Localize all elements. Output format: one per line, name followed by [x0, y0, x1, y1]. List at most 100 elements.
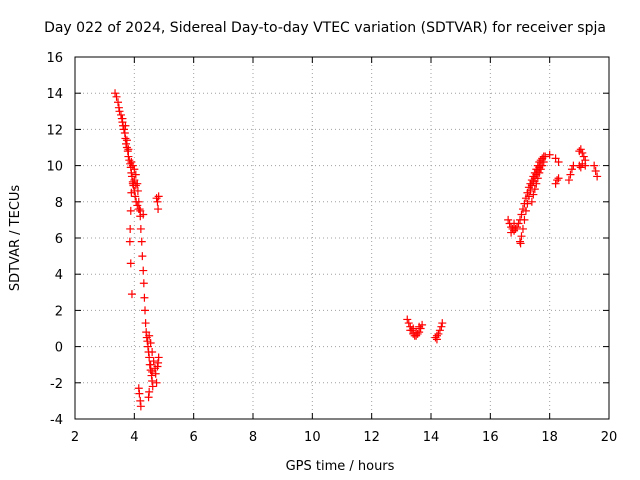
data-point: [146, 360, 155, 369]
data-point: [122, 143, 131, 152]
data-point: [432, 335, 441, 344]
data-point: [521, 206, 530, 215]
data-point: [148, 382, 157, 391]
x-tick-label: 10: [304, 430, 321, 445]
x-tick-label: 16: [482, 430, 499, 445]
data-point: [539, 157, 548, 166]
data-point: [125, 237, 134, 246]
data-point: [116, 110, 125, 119]
chart-title: Day 022 of 2024, Sidereal Day-to-day VTE…: [44, 20, 606, 36]
data-point: [134, 197, 143, 206]
data-point: [532, 179, 541, 188]
data-point: [536, 165, 545, 174]
data-point: [131, 181, 140, 190]
data-point: [141, 306, 150, 315]
data-point: [140, 293, 149, 302]
data-point: [127, 188, 136, 197]
data-point: [151, 369, 160, 378]
data-point: [591, 167, 600, 176]
data-point: [516, 239, 525, 248]
y-tick-label: 16: [46, 51, 63, 66]
data-point: [124, 152, 133, 161]
data-point: [404, 319, 413, 328]
data-point: [437, 322, 446, 331]
data-point: [145, 353, 154, 362]
x-tick-label: 2: [71, 430, 79, 445]
data-point: [115, 107, 124, 116]
data-point: [510, 219, 519, 228]
y-tick-label: 4: [55, 268, 63, 283]
x-tick-label: 20: [601, 430, 618, 445]
y-tick-label: 14: [46, 87, 63, 102]
data-point: [133, 186, 142, 195]
y-axis-label: SDTVAR / TECUs: [8, 185, 23, 292]
data-point: [545, 150, 554, 159]
data-point: [533, 174, 542, 183]
data-point: [144, 393, 153, 402]
data-point: [139, 266, 148, 275]
data-point: [138, 252, 147, 261]
data-point: [126, 206, 135, 215]
data-point: [130, 176, 139, 185]
data-point: [148, 348, 157, 357]
data-point: [438, 319, 447, 328]
data-point: [564, 176, 573, 185]
data-point: [530, 185, 539, 194]
data-point: [114, 98, 123, 107]
data-point: [576, 163, 585, 172]
data-point: [517, 232, 526, 241]
data-point: [145, 331, 154, 340]
data-point: [593, 172, 602, 181]
data-point: [135, 389, 144, 398]
y-tick-label: 10: [46, 160, 63, 175]
data-point: [127, 157, 136, 166]
data-point: [131, 192, 140, 201]
data-point: [146, 338, 155, 347]
data-point: [415, 322, 424, 331]
data-point: [152, 194, 161, 203]
y-tick-label: 2: [55, 304, 63, 319]
data-point: [139, 279, 148, 288]
data-point: [576, 145, 585, 154]
data-point: [581, 161, 590, 170]
data-point: [136, 224, 145, 233]
data-point: [126, 224, 135, 233]
data-point: [553, 176, 562, 185]
y-tick-label: -2: [50, 377, 63, 392]
data-point: [435, 326, 444, 335]
data-point: [527, 197, 536, 206]
data-point: [507, 228, 516, 237]
data-points: [111, 89, 602, 411]
data-point: [136, 402, 145, 411]
data-point: [122, 139, 131, 148]
data-point: [141, 319, 150, 328]
x-tick-labels: 2 4 6 8 10 12 14 16 18 20: [71, 430, 617, 445]
data-point: [529, 190, 538, 199]
data-point: [153, 197, 162, 206]
data-point: [538, 161, 547, 170]
data-point: [524, 192, 533, 201]
x-tick-label: 8: [249, 430, 257, 445]
data-point: [130, 165, 139, 174]
axis-ticks: [74, 56, 610, 420]
data-point: [554, 157, 563, 166]
data-point: [566, 170, 575, 179]
data-point: [122, 136, 131, 145]
x-tick-label: 4: [130, 430, 138, 445]
data-point: [127, 290, 136, 299]
data-point: [154, 192, 163, 201]
data-point: [128, 161, 137, 170]
data-point: [554, 174, 563, 183]
data-point: [112, 92, 121, 101]
y-tick-label: 12: [46, 123, 63, 138]
y-tick-label: 6: [55, 232, 63, 247]
data-point: [135, 205, 144, 214]
data-point: [416, 324, 425, 333]
data-point: [121, 121, 130, 130]
data-point: [541, 152, 550, 161]
data-point: [551, 179, 560, 188]
data-point: [412, 328, 421, 337]
data-point: [152, 378, 161, 387]
data-point: [520, 215, 529, 224]
data-point: [535, 168, 544, 177]
